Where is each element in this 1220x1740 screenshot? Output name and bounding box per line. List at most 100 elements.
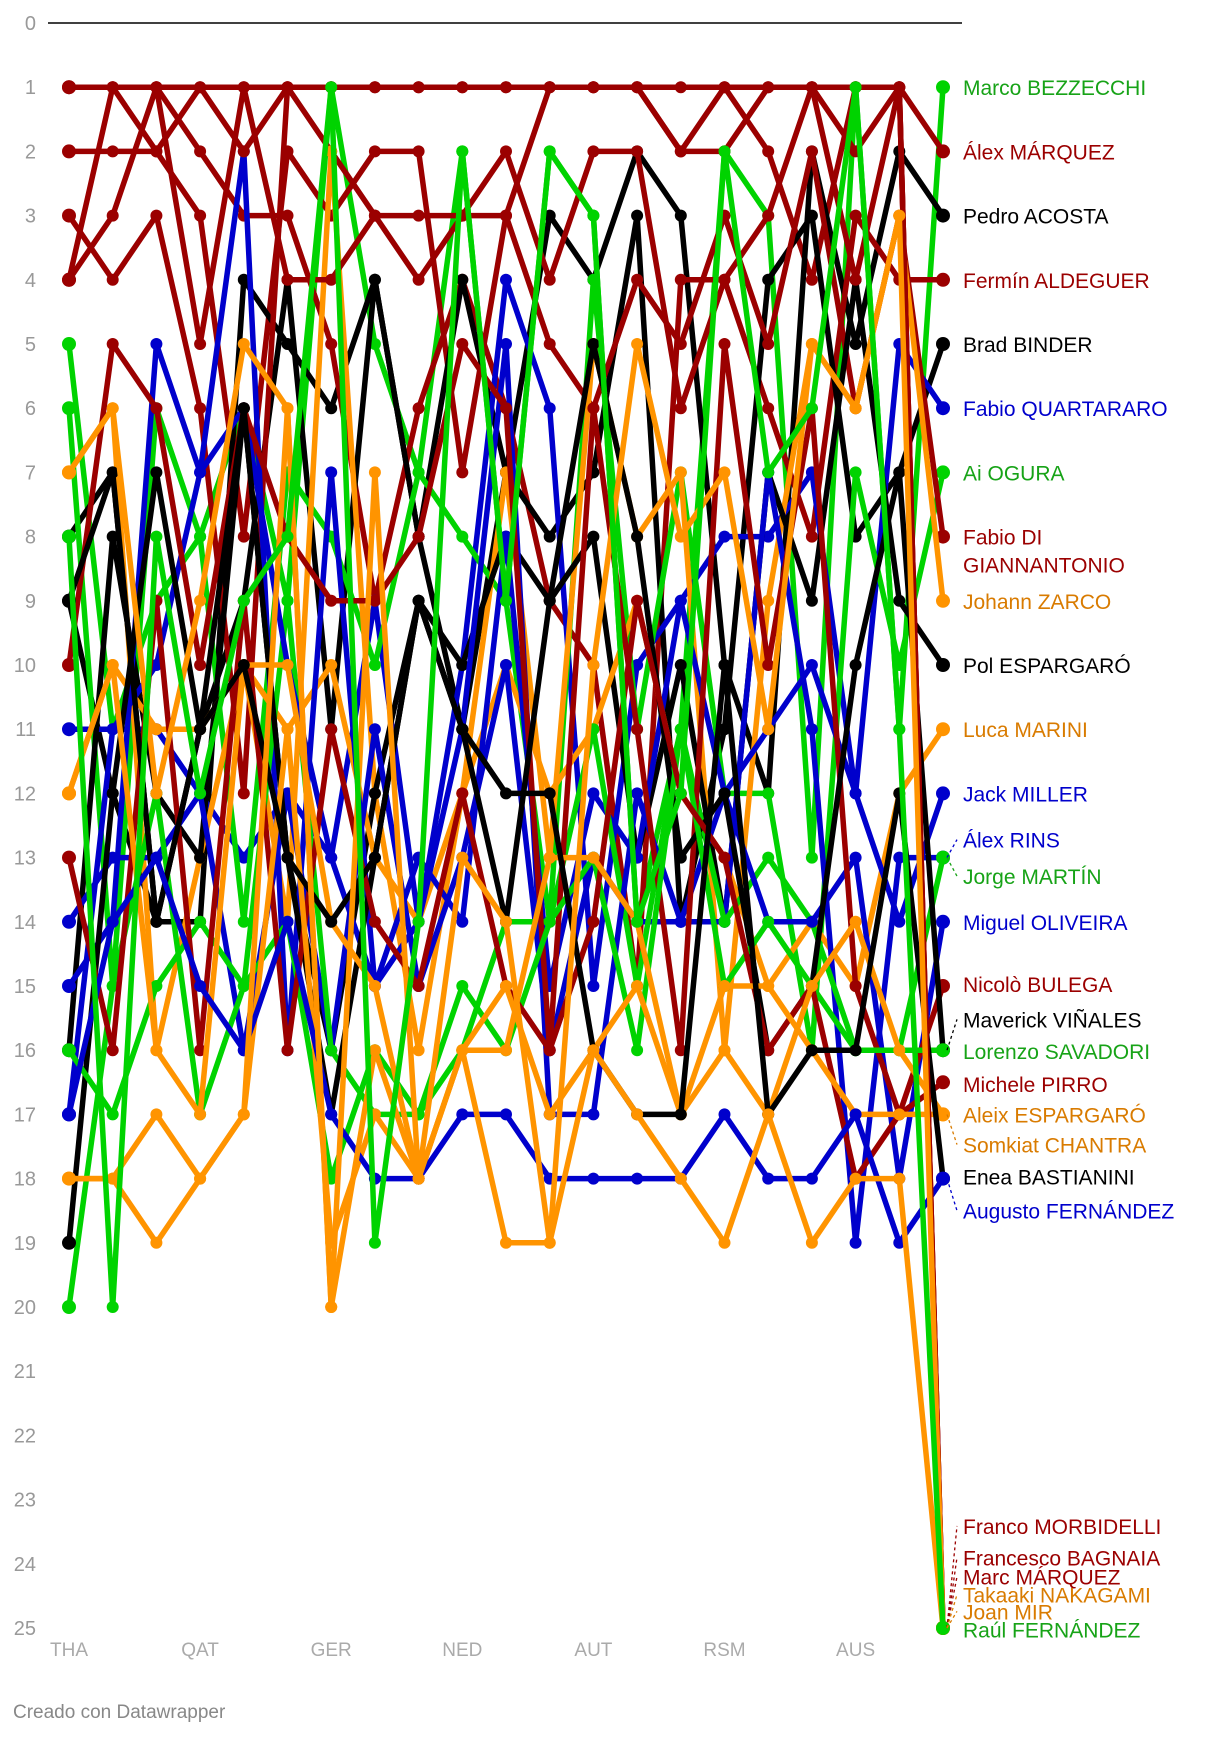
- data-point: [674, 594, 687, 607]
- y-tick-label: 17: [14, 1104, 36, 1126]
- data-point: [762, 915, 775, 928]
- data-point: [412, 209, 425, 222]
- data-point: [936, 337, 950, 351]
- data-point: [325, 1044, 338, 1057]
- data-point: [805, 1172, 818, 1185]
- data-point: [500, 273, 512, 286]
- data-point: [150, 1236, 163, 1249]
- data-point: [587, 980, 600, 992]
- data-point: [762, 851, 775, 864]
- data-point: [631, 1172, 644, 1185]
- rider-label: Franco MORBIDELLI: [963, 1516, 1161, 1539]
- data-point: [718, 273, 731, 286]
- rider-label: Fabio DI: [963, 527, 1042, 550]
- data-point: [412, 594, 425, 607]
- data-point: [194, 1172, 207, 1185]
- data-point: [631, 787, 644, 800]
- data-point: [936, 144, 950, 159]
- data-point: [500, 787, 512, 800]
- label-leader-line: [946, 1576, 958, 1629]
- bump-chart: 0123456789101112131415161718192021222324…: [14, 13, 1175, 1661]
- data-point: [500, 145, 512, 158]
- data-point: [762, 980, 775, 992]
- data-point: [936, 272, 950, 287]
- y-tick-label: 22: [14, 1425, 36, 1447]
- data-point: [849, 1108, 862, 1121]
- data-point: [936, 722, 950, 737]
- data-point: [849, 851, 862, 864]
- data-point: [325, 466, 338, 479]
- data-point: [849, 1044, 862, 1057]
- data-point: [543, 530, 556, 543]
- data-point: [762, 145, 775, 158]
- y-tick-label: 4: [25, 270, 36, 292]
- data-point: [62, 465, 76, 480]
- data-point: [368, 81, 381, 94]
- label-leader-line: [946, 1178, 958, 1211]
- data-point: [718, 1236, 731, 1249]
- y-tick-label: 14: [14, 912, 36, 934]
- data-point: [936, 1075, 950, 1090]
- datawrapper-credit[interactable]: Creado con Datawrapper: [13, 1702, 226, 1723]
- rider-label: Enea BASTIANINI: [963, 1167, 1135, 1190]
- data-point: [281, 338, 294, 350]
- data-point: [456, 145, 469, 158]
- data-point: [325, 915, 338, 928]
- rider-end-labels: Marco BEZZECCHI Álex MÁRQUEZ Pedro ACOSTA F…: [946, 77, 1174, 1642]
- y-tick-label: 6: [25, 398, 36, 420]
- data-point: [237, 402, 250, 415]
- y-tick-label: 7: [25, 462, 36, 484]
- data-point: [281, 402, 294, 415]
- data-point: [62, 786, 76, 801]
- data-point: [631, 273, 644, 286]
- data-point: [587, 915, 600, 928]
- data-point: [62, 1235, 76, 1250]
- rider-label: Jorge MARTÍN: [963, 866, 1101, 889]
- data-point: [805, 659, 818, 671]
- data-point: [456, 466, 469, 479]
- data-point: [62, 722, 76, 737]
- data-point: [106, 980, 119, 992]
- data-point: [893, 723, 906, 736]
- rider-label: Pol ESPARGARÓ: [963, 655, 1131, 678]
- data-point: [805, 402, 818, 415]
- data-point: [237, 851, 250, 864]
- y-tick-label: 0: [25, 13, 36, 35]
- data-point: [718, 145, 731, 158]
- data-point: [106, 1172, 119, 1185]
- data-point: [936, 1171, 950, 1186]
- data-point: [936, 1621, 950, 1635]
- data-point: [150, 980, 163, 992]
- data-point: [150, 723, 163, 736]
- y-tick-label: 13: [14, 848, 36, 870]
- data-point: [150, 1108, 163, 1121]
- data-point: [500, 1108, 512, 1121]
- data-point: [500, 1236, 512, 1249]
- rider-lines: [62, 80, 950, 1635]
- rider-label: Marco BEZZECCHI: [963, 77, 1146, 100]
- data-point: [500, 530, 512, 543]
- y-tick-label: 25: [14, 1618, 36, 1640]
- data-point: [805, 338, 818, 350]
- data-point: [194, 209, 207, 222]
- data-point: [674, 402, 687, 415]
- data-point: [936, 786, 950, 801]
- data-point: [762, 466, 775, 479]
- data-point: [936, 1043, 950, 1058]
- data-point: [587, 209, 600, 222]
- data-point: [412, 273, 425, 286]
- label-leader-line: [946, 1019, 958, 1051]
- data-point: [106, 466, 119, 479]
- data-point: [62, 1300, 76, 1314]
- y-tick-label: 12: [14, 783, 36, 805]
- rider-label: Ai OGURA: [963, 462, 1065, 485]
- data-point: [718, 338, 731, 350]
- data-point: [849, 402, 862, 415]
- data-point: [849, 1172, 862, 1185]
- data-point: [805, 145, 818, 158]
- data-point: [500, 659, 512, 671]
- data-point: [237, 659, 250, 671]
- rider-label: Joan MIR: [963, 1601, 1053, 1624]
- data-point: [194, 659, 207, 671]
- data-point: [718, 1108, 731, 1121]
